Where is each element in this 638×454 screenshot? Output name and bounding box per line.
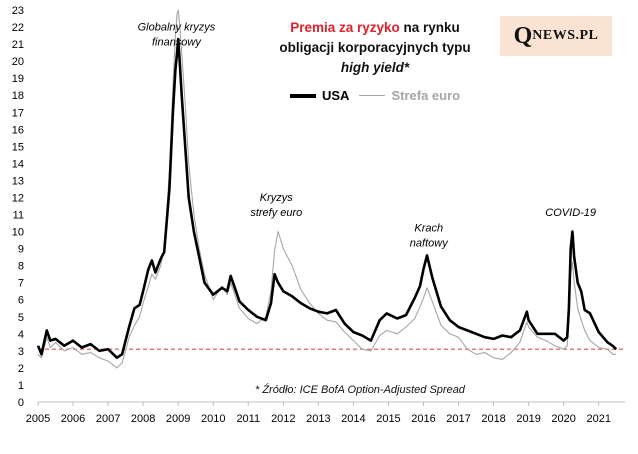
y-tick-label: 0 [18, 397, 24, 409]
series-layer [36, 9, 618, 369]
x-tick-label: 2018 [481, 413, 505, 425]
y-tick-label: 9 [18, 244, 24, 256]
x-tick-label: 2011 [236, 413, 260, 425]
title-line2: obligacji korporacyjnych typu [279, 40, 471, 55]
legend-swatch-euro [359, 94, 386, 97]
annotation-layer: Globalny kryzys finansowy Kryzys strefy eur… [138, 21, 596, 249]
x-tick-label: 2016 [411, 413, 435, 425]
x-tick-label: 2015 [376, 413, 400, 425]
y-tick-label: 19 [12, 73, 24, 85]
x-tick-label: 2014 [341, 413, 365, 425]
x-tick-label: 2010 [201, 413, 225, 425]
x-tick-label: 2019 [516, 413, 540, 425]
axes-layer: 0123456789101112131415161718192021222320… [12, 5, 625, 425]
source-note: * Źródło: ICE BofA Option-Adjusted Sprea… [255, 384, 465, 396]
title-line1-rest: na rynku [403, 20, 460, 35]
x-tick-label: 2012 [271, 413, 295, 425]
y-tick-label: 11 [13, 210, 24, 222]
annotation-text: COVID-19 [545, 207, 596, 219]
y-tick-label: 5 [18, 312, 24, 324]
x-tick-label: 2006 [61, 413, 85, 425]
series-line-euro [37, 9, 617, 369]
qnews-logo: Q NEWS.PL [500, 16, 612, 56]
legend-label-usa: USA [322, 88, 350, 103]
series-line-usa [36, 37, 618, 360]
annotation-text: finansowy [152, 36, 202, 48]
y-tick-label: 17 [12, 107, 24, 119]
y-tick-label: 10 [12, 227, 24, 239]
logo-q: Q [513, 22, 533, 49]
x-tick-label: 2017 [446, 413, 470, 425]
title-highlight: Premia za ryzyko [290, 20, 400, 35]
y-tick-label: 6 [18, 295, 24, 307]
annotation-text: strefy euro [250, 207, 302, 219]
y-tick-label: 15 [12, 141, 24, 153]
legend-label-euro: Strefa euro [391, 88, 461, 103]
y-tick-label: 22 [12, 22, 24, 34]
y-tick-label: 13 [12, 175, 24, 187]
y-tick-label: 2 [18, 363, 24, 375]
legend: USA Strefa euro [290, 88, 460, 103]
annotation-text: Globalny kryzys [138, 21, 216, 33]
annotation-text: Krach [414, 223, 443, 235]
y-tick-label: 3 [18, 346, 24, 358]
y-tick-label: 8 [18, 261, 24, 273]
legend-swatch-usa [290, 93, 316, 98]
y-tick-label: 18 [12, 90, 24, 102]
x-tick-label: 2008 [131, 413, 155, 425]
y-tick-label: 7 [18, 278, 24, 290]
x-tick-label: 2009 [166, 413, 190, 425]
logo-text: NEWS.PL [532, 28, 599, 43]
y-tick-label: 12 [12, 192, 24, 204]
annotation-text: naftowy [410, 238, 449, 250]
x-tick-label: 2007 [96, 413, 120, 425]
y-tick-label: 1 [18, 380, 24, 392]
title-line3: high yield* [340, 60, 410, 75]
chart-title: Premia za ryzyko na rynku obligacji korp… [250, 18, 500, 78]
x-tick-label: 2021 [586, 413, 610, 425]
y-tick-label: 4 [18, 329, 24, 341]
y-tick-label: 21 [12, 39, 24, 51]
x-tick-label: 2013 [306, 413, 330, 425]
x-tick-label: 2005 [26, 413, 50, 425]
y-tick-label: 23 [12, 5, 24, 17]
x-tick-label: 2020 [551, 413, 575, 425]
y-tick-label: 14 [12, 158, 24, 170]
y-tick-label: 16 [12, 124, 24, 136]
annotation-text: Kryzys [260, 192, 294, 204]
y-tick-label: 20 [12, 56, 24, 68]
